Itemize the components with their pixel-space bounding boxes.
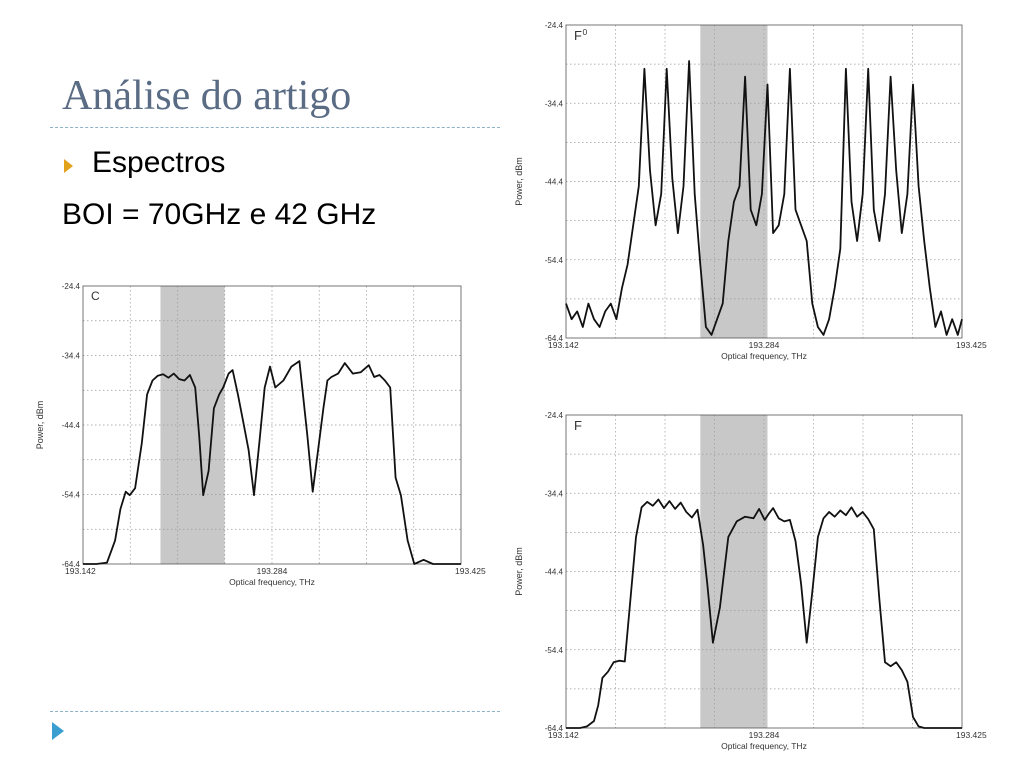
y-tick-label: -54.4 [62, 491, 81, 500]
x-tick-label: 193.142 [548, 730, 579, 740]
y-tick-label: -64.4 [62, 560, 81, 569]
spectrum-line [566, 498, 962, 729]
play-arrow-icon[interactable] [52, 722, 64, 740]
y-tick-label: -24.4 [545, 21, 564, 30]
y-tick-label: -24.4 [545, 411, 564, 420]
y-axis-label: Power, dBm [35, 401, 45, 450]
panel-label: C [91, 289, 100, 303]
spectrum-line [565, 60, 963, 336]
y-axis-label: Power, dBm [514, 157, 524, 206]
y-tick-label: -54.4 [545, 646, 564, 655]
y-tick-label: -34.4 [62, 352, 81, 361]
x-tick-label: 193.284 [749, 340, 780, 350]
y-axis-label: Power, dBm [514, 547, 524, 596]
y-tick-label: -54.4 [545, 256, 564, 265]
y-tick-label: -64.4 [545, 724, 564, 733]
y-tick-label: -34.4 [545, 99, 564, 108]
y-tick-label: -64.4 [545, 334, 564, 343]
y-tick-label: -44.4 [545, 568, 564, 577]
boi-text: BOI = 70GHz e 42 GHz [62, 198, 377, 231]
plot-frame [565, 24, 963, 339]
x-axis-label: Optical frequency, THz [721, 351, 807, 361]
y-tick-label: -34.4 [545, 489, 564, 498]
y-tick-label: -24.4 [62, 282, 81, 291]
x-tick-label: 193.142 [65, 566, 96, 576]
plot-frame [82, 285, 462, 565]
bullet-arrow-icon [64, 159, 73, 173]
title-divider [50, 127, 500, 128]
x-tick-label: 193.425 [956, 340, 987, 350]
panel-label: F [574, 418, 582, 433]
plot-frame [565, 414, 963, 729]
x-axis-label: Optical frequency, THz [721, 741, 807, 751]
x-axis-label: Optical frequency, THz [229, 577, 315, 587]
y-tick-label: -44.4 [62, 421, 81, 430]
bullet-item: Espectros [92, 146, 226, 179]
y-tick-label: -44.4 [545, 178, 564, 187]
x-tick-label: 193.425 [956, 730, 987, 740]
shaded-band [700, 415, 768, 728]
x-tick-label: 193.284 [749, 730, 780, 740]
slide-title: Análise do artigo [62, 73, 352, 119]
shaded-band [700, 25, 768, 338]
x-tick-label: 193.142 [548, 340, 579, 350]
shaded-band [160, 286, 225, 564]
spectrum-line [83, 360, 461, 565]
panel-label-superscript: 0 [582, 27, 587, 37]
panel-label: F [574, 28, 582, 43]
x-tick-label: 193.425 [455, 566, 486, 576]
footer-divider [50, 711, 500, 712]
x-tick-label: 193.284 [257, 566, 288, 576]
